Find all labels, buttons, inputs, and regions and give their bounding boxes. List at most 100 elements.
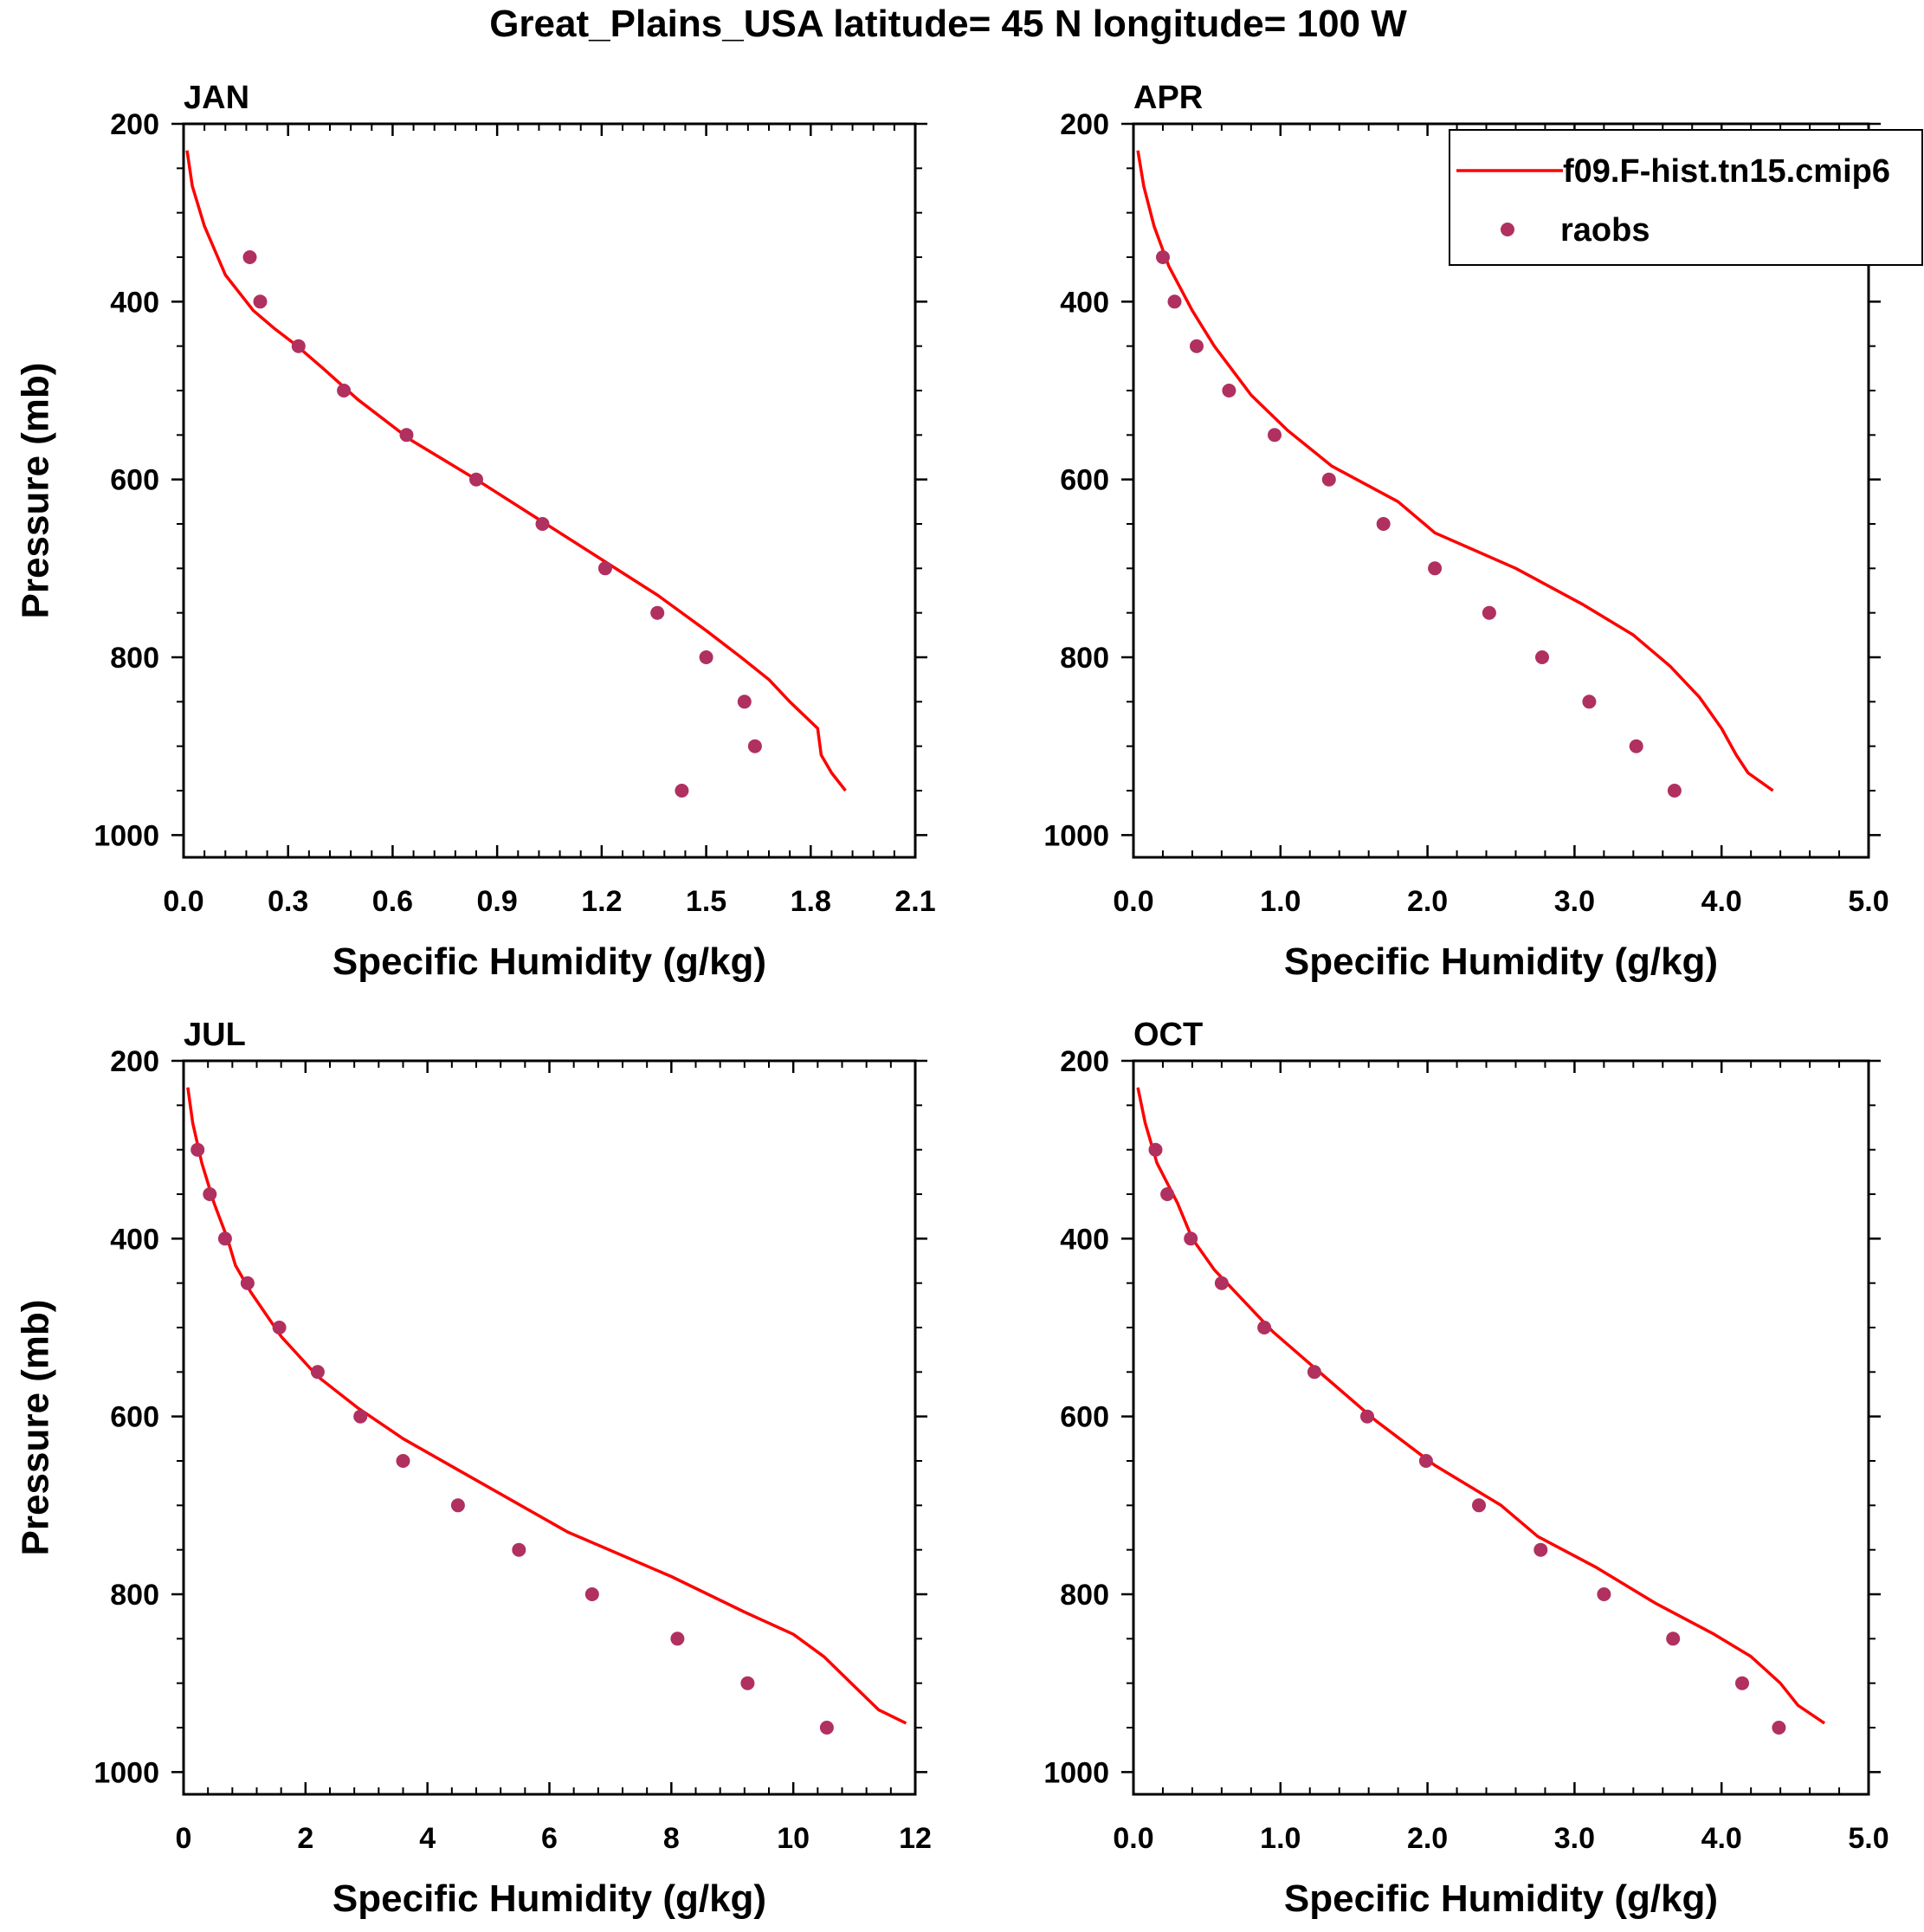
model-series-line	[185, 150, 847, 792]
obs-point	[584, 1587, 599, 1601]
panel-oct: OCT 0.0 1.0 2.0 3.0 4.0 5.0 200 400 600 800 1000 Spe…	[1043, 1017, 1888, 1920]
obs-point	[1214, 1276, 1229, 1290]
y-tick-label: 800	[1060, 1579, 1109, 1612]
x-tick-label: 2	[297, 1822, 313, 1855]
obs-point	[1321, 472, 1336, 487]
obs-point	[1307, 1365, 1321, 1380]
y-tick-label: 800	[110, 1579, 159, 1612]
obs-point	[1597, 1587, 1611, 1601]
x-axis-label: Specific Humidity (g/kg)	[1284, 940, 1718, 983]
x-tick-label: 0.6	[372, 885, 413, 918]
y-tick-label: 200	[1060, 108, 1109, 141]
legend-obs-marker	[1501, 223, 1514, 236]
obs-point	[747, 739, 762, 753]
figure-title: Great_Plains_USA latitude= 45 N longitud…	[489, 3, 1407, 45]
y-axis-label: Pressure (mb)	[14, 363, 56, 619]
x-tick-label: 4.0	[1701, 885, 1742, 918]
obs-point	[1148, 1142, 1163, 1157]
legend: f09.F-hist.tn15.cmip6 raobs	[1449, 129, 1923, 266]
obs-point	[1428, 561, 1443, 576]
x-tick-label: 0.3	[268, 885, 308, 918]
y-axis-label: Pressure (mb)	[14, 1300, 56, 1556]
y-tick-label: 600	[110, 464, 159, 497]
y-tick-label: 800	[1060, 642, 1109, 675]
y-tick-label: 1000	[94, 1756, 159, 1789]
x-tick-label: 5.0	[1848, 1822, 1888, 1855]
obs-point	[1160, 1187, 1175, 1201]
obs-point	[1629, 739, 1643, 753]
y-tick-label: 200	[1060, 1045, 1109, 1078]
obs-point	[310, 1365, 325, 1380]
obs-point	[740, 1676, 755, 1690]
x-tick-label: 4.0	[1701, 1822, 1742, 1855]
obs-point	[1156, 250, 1170, 264]
obs-point	[1535, 650, 1549, 664]
obs-point	[1667, 784, 1682, 798]
y-tick-label: 800	[110, 642, 159, 675]
y-tick-label: 200	[110, 1045, 159, 1078]
y-tick-label: 1000	[1043, 819, 1109, 852]
y-tick-label: 400	[1060, 286, 1109, 319]
obs-point	[1582, 695, 1597, 709]
y-tick-label: 1000	[1043, 1756, 1109, 1789]
obs-point	[1735, 1676, 1749, 1690]
obs-point	[1533, 1542, 1548, 1557]
model-series-line	[186, 1087, 907, 1725]
obs-point	[1257, 1321, 1272, 1334]
model-series-line	[1136, 1087, 1826, 1725]
obs-point	[1360, 1409, 1374, 1424]
x-tick-label: 0.9	[477, 885, 518, 918]
x-tick-label: 8	[663, 1822, 680, 1855]
panel-title: APR	[1133, 80, 1203, 116]
panel-title: JAN	[184, 80, 249, 116]
obs-point	[1772, 1721, 1786, 1735]
y-tick-label: 200	[110, 108, 159, 141]
obs-point	[291, 339, 306, 353]
obs-point	[737, 695, 752, 709]
x-tick-label: 12	[899, 1822, 932, 1855]
x-tick-label: 1.2	[581, 885, 622, 918]
obs-point	[1167, 294, 1182, 309]
obs-point	[353, 1409, 368, 1424]
x-tick-label: 1.0	[1260, 1822, 1301, 1855]
y-tick-label: 400	[1060, 1223, 1109, 1256]
obs-point	[512, 1542, 526, 1557]
x-tick-label: 4	[419, 1822, 436, 1855]
plot-frame	[1132, 1059, 1870, 1796]
x-tick-label: 6	[541, 1822, 558, 1855]
obs-point	[450, 1498, 465, 1513]
y-tick-label: 400	[110, 1223, 159, 1256]
x-tick-label: 3.0	[1554, 885, 1595, 918]
plot-frame	[182, 1059, 917, 1796]
panel-title: JUL	[184, 1017, 246, 1053]
obs-point	[1376, 517, 1391, 531]
obs-point	[675, 784, 689, 798]
x-tick-label: 10	[777, 1822, 810, 1855]
panel-jul: JUL 0 2 4 6 8 10 12 200 400 600 800 1000 Specific Hum…	[14, 1017, 932, 1920]
y-tick-label: 600	[1060, 464, 1109, 497]
panel-jan: JAN 0.0 0.3 0.6 0.9 1.2 1.5 1.8 2.1 200 400 600 800 1…	[14, 80, 935, 983]
obs-point	[597, 561, 612, 576]
y-tick-label: 400	[110, 286, 159, 319]
obs-point	[1472, 1498, 1486, 1513]
obs-point	[699, 650, 713, 664]
obs-point	[1190, 339, 1204, 353]
obs-point	[650, 605, 665, 620]
x-tick-label: 0	[176, 1822, 192, 1855]
y-tick-label: 1000	[94, 819, 159, 852]
obs-point	[819, 1721, 834, 1735]
obs-point	[396, 1454, 410, 1468]
x-tick-label: 2.0	[1407, 1822, 1448, 1855]
obs-point	[399, 428, 414, 443]
legend-model-label: f09.F-hist.tn15.cmip6	[1563, 153, 1890, 190]
obs-point	[242, 250, 257, 264]
x-tick-label: 1.8	[791, 885, 831, 918]
obs-point	[240, 1276, 255, 1290]
obs-point	[1268, 428, 1282, 443]
obs-point	[469, 472, 483, 487]
x-axis-label: Specific Humidity (g/kg)	[1284, 1877, 1718, 1920]
x-tick-label: 0.0	[1113, 885, 1153, 918]
x-tick-label: 2.1	[894, 885, 935, 918]
x-axis-label: Specific Humidity (g/kg)	[333, 1877, 766, 1920]
